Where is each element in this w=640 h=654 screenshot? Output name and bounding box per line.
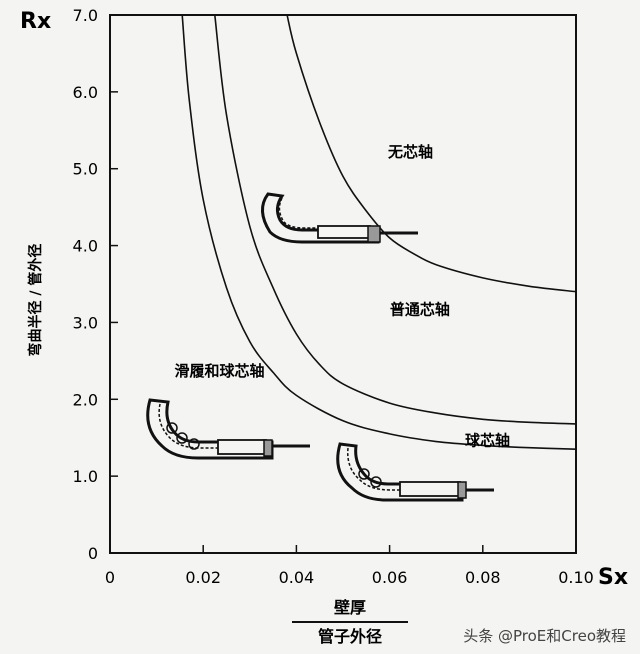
y-tick-label: 1.0 <box>73 467 98 486</box>
bent-tube-shoe-ball-mandrel-icon <box>146 398 310 460</box>
x-axis-label: Sx <box>598 565 628 590</box>
region-label: 无芯轴 <box>387 143 433 161</box>
watermark: 头条 @ProE和Creo教程 <box>463 627 626 645</box>
x-ticks: 0 0.02 0.04 0.06 0.08 0.10 <box>105 545 594 587</box>
x-tick-label: 0.02 <box>185 568 221 587</box>
y-ticks: 0 1.0 2.0 3.0 4.0 5.0 6.0 7.0 <box>73 6 118 563</box>
x-tick-label: 0.08 <box>465 568 501 587</box>
x-axis-numerator: 壁厚 <box>334 598 366 617</box>
y-tick-label: 4.0 <box>73 237 98 256</box>
y-axis-label: Rx <box>20 9 51 34</box>
bent-tube-ball-mandrel-icon <box>336 442 494 502</box>
y-tick-label: 7.0 <box>73 6 98 25</box>
y-tick-label: 6.0 <box>73 83 98 102</box>
series-line <box>214 14 577 425</box>
y-tick-label: 3.0 <box>73 313 98 332</box>
region-label: 滑履和球芯轴 <box>175 362 265 380</box>
y-axis-description: 弯曲半径 / 管外径 <box>27 244 44 357</box>
y-tick-label: 5.0 <box>73 160 98 179</box>
x-tick-label: 0.04 <box>279 568 315 587</box>
series-line <box>181 14 577 450</box>
x-tick-label: 0.06 <box>372 568 408 587</box>
y-tick-label: 0 <box>88 544 98 563</box>
region-label: 球芯轴 <box>465 431 510 449</box>
region-label: 普通芯轴 <box>390 301 450 319</box>
series-line <box>286 14 577 293</box>
x-tick-label: 0 <box>105 568 115 587</box>
x-tick-label: 0.10 <box>558 568 594 587</box>
series-layer <box>181 14 577 450</box>
y-tick-label: 2.0 <box>73 390 98 409</box>
plot-frame <box>109 14 577 554</box>
x-axis-denominator: 管子外径 <box>318 627 382 646</box>
bent-tube-no-mandrel-icon <box>261 192 418 244</box>
